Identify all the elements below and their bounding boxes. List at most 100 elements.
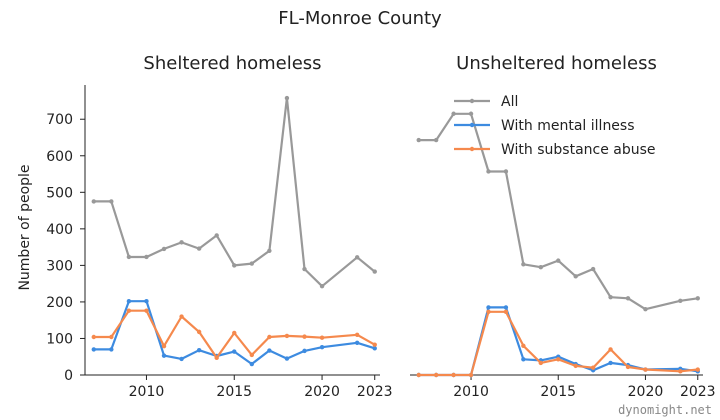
panel0-y-tick-label: 200 [46, 295, 73, 311]
panel0-x-tick-label: 2020 [304, 384, 340, 400]
legend-label: With mental illness [501, 118, 635, 134]
panel0-point-with-mental-illness [284, 356, 290, 361]
panel0-series-with-mental-illness [91, 298, 377, 367]
panel0-y-axis-label: Number of people [17, 164, 33, 290]
panel1-series-with-mental-illness [416, 305, 700, 378]
panel1-x-tick-label: 2010 [453, 384, 489, 400]
panel0-point-all [319, 284, 325, 289]
panel0-point-all [179, 240, 184, 245]
panel0-point-with-mental-illness [267, 348, 272, 353]
panel0-point-with-substance-abuse [249, 352, 255, 358]
panel1-point-all [590, 266, 596, 272]
panel1-line-with-substance-abuse [418, 310, 698, 377]
panel0-point-with-substance-abuse [126, 308, 132, 313]
panel0-point-with-substance-abuse [109, 334, 114, 340]
panel1-point-with-substance-abuse [521, 343, 526, 348]
panel0-point-all [372, 269, 377, 274]
panel1-point-with-substance-abuse [416, 372, 421, 378]
panel0-point-all [249, 261, 255, 266]
panel0-point-all [144, 254, 149, 260]
panel1-point-all [416, 137, 421, 143]
legend-item-with-substance-abuse: With substance abuse [454, 142, 656, 158]
panel0-point-with-substance-abuse [91, 334, 96, 340]
panel1-point-with-substance-abuse [695, 367, 700, 372]
panel1-point-with-substance-abuse [451, 372, 456, 378]
panel1-point-with-substance-abuse [590, 365, 596, 370]
watermark: dynomight.net [618, 403, 712, 417]
panel0-point-all [232, 263, 237, 268]
panel1-point-with-substance-abuse [468, 372, 474, 378]
panel0-point-with-substance-abuse [161, 343, 167, 349]
figure-title: FL-Monroe County [278, 8, 442, 29]
panel0-point-with-mental-illness [196, 347, 202, 353]
panel0-point-all [214, 233, 219, 238]
panel1-x-tick-label: 2020 [628, 384, 664, 400]
panel1-point-with-mental-illness [486, 305, 491, 310]
panel0-point-all [161, 246, 167, 252]
legend-label: With substance abuse [501, 142, 656, 158]
panel0-point-with-mental-illness [249, 361, 255, 367]
panel0-point-with-substance-abuse [302, 334, 307, 339]
legend: All With mental illness With substance abu… [454, 94, 656, 158]
panel0-point-with-substance-abuse [284, 333, 290, 339]
panel1-point-all [503, 169, 509, 174]
panel1-point-with-mental-illness [521, 357, 526, 362]
panel0-x-tick-label: 2010 [129, 384, 165, 400]
panel1-line-with-mental-illness [418, 306, 698, 377]
panel0-point-with-substance-abuse [354, 332, 360, 338]
panel1-series-all [416, 111, 700, 312]
panel0-point-all [109, 199, 114, 204]
panel0-y-tick-label: 400 [46, 222, 73, 238]
panel1-point-all [538, 265, 544, 270]
panel0-point-with-mental-illness [144, 298, 149, 304]
panel-unsheltered: Unsheltered homeless 2010 2015 2020 2023 All W… [410, 53, 716, 400]
panel0-point-all [354, 255, 360, 260]
panel0-point-with-substance-abuse [179, 314, 184, 319]
panel0-point-all [126, 254, 132, 260]
panel1-x-tick-label: 2015 [540, 384, 576, 400]
panel1-point-with-substance-abuse [503, 309, 509, 314]
legend-marker [469, 146, 475, 152]
panel0-point-with-substance-abuse [214, 355, 219, 361]
panel0-point-with-mental-illness [179, 356, 184, 362]
legend-marker [469, 122, 475, 128]
panel1-point-with-substance-abuse [573, 363, 578, 369]
panel0-point-with-mental-illness [109, 347, 114, 352]
panel1-point-all [695, 296, 700, 301]
panel1-point-all [573, 274, 578, 279]
panel1-point-all [625, 296, 631, 301]
panel0-point-with-substance-abuse [319, 335, 325, 340]
panel0-point-with-mental-illness [161, 353, 167, 358]
legend-item-with-mental-illness: With mental illness [454, 118, 635, 134]
panel0-point-with-substance-abuse [196, 329, 202, 335]
panel1-series-with-substance-abuse [416, 309, 700, 378]
panel1-point-with-substance-abuse [608, 347, 613, 352]
panel1-point-with-substance-abuse [625, 364, 631, 370]
panel0-point-with-mental-illness [91, 347, 96, 352]
panel0-series-all [91, 95, 377, 289]
panel0-point-all [302, 266, 307, 272]
panel0-line-all [93, 96, 376, 288]
panel1-point-all [556, 258, 561, 263]
panel1-point-with-substance-abuse [433, 372, 439, 378]
panel0-y-tick-label: 500 [46, 185, 73, 201]
panel1-point-with-mental-illness [608, 360, 613, 366]
panel1-point-with-substance-abuse [538, 360, 544, 366]
panel0-point-with-substance-abuse [372, 342, 377, 347]
panel1-point-with-substance-abuse [556, 357, 561, 362]
panel1-point-all [678, 298, 683, 304]
panel0-x-tick-label: 2023 [357, 384, 393, 400]
legend-marker [469, 98, 475, 104]
panel1-point-all [521, 262, 526, 267]
panel1-line-all [418, 112, 698, 311]
legend-item-all: All [454, 94, 518, 110]
panel1-point-with-substance-abuse [678, 369, 683, 374]
panel0-y-tick-label: 100 [46, 331, 73, 347]
panel0-y-tick-label: 300 [46, 258, 73, 274]
panel0-point-all [284, 95, 290, 101]
panel-sheltered: Sheltered homeless 2010 2015 2020 2023 0 100 20… [17, 53, 393, 400]
panel0-point-with-mental-illness [126, 298, 132, 304]
panel1-point-with-substance-abuse [643, 367, 648, 372]
panel0-y-tick-label: 0 [64, 368, 73, 384]
